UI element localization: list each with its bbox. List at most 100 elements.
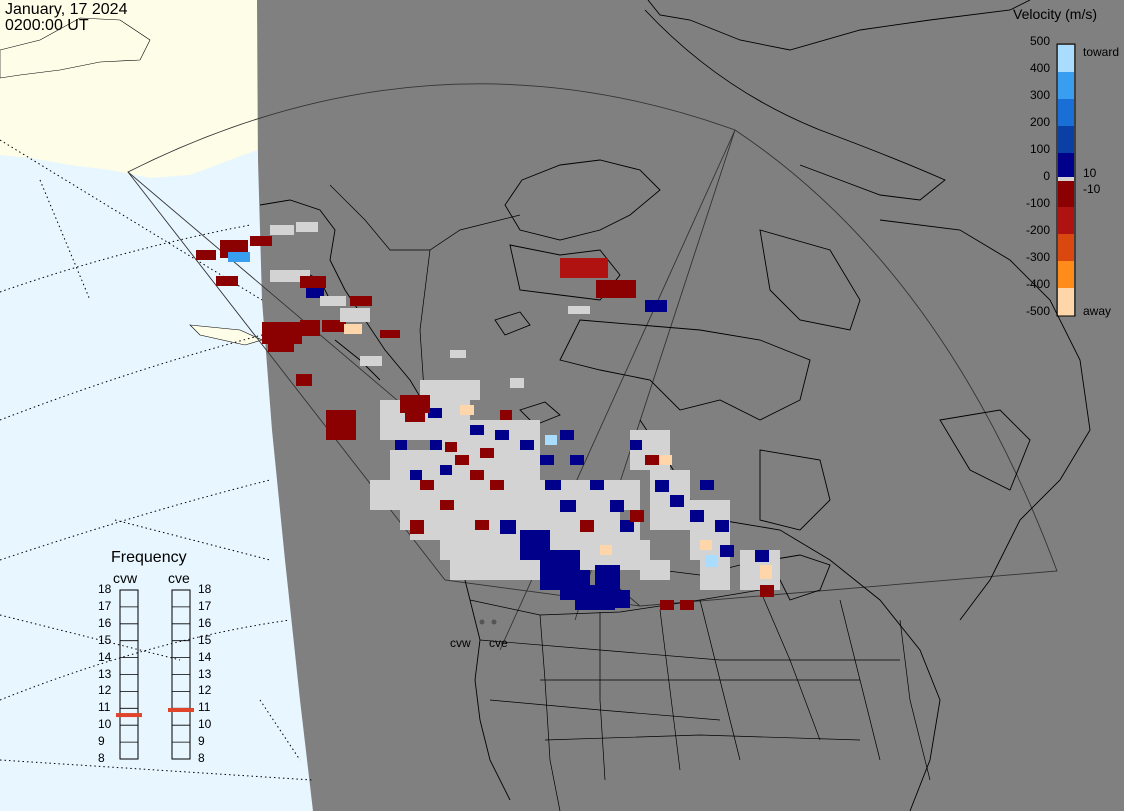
frequency-scale-label: 9 (98, 734, 105, 749)
ground-scatter-cell (360, 356, 382, 366)
velocity-colorbar (1056, 43, 1076, 317)
ground-scatter-cell (270, 225, 294, 235)
velocity-cell (560, 500, 576, 512)
velocity-cell (322, 320, 346, 332)
velocity-cell (196, 250, 216, 260)
colorbar-plus10-label: 10 (1083, 166, 1097, 180)
radar-site-marker (479, 619, 485, 625)
velocity-cell (250, 236, 272, 246)
colorbar-tick-label: 100 (1029, 142, 1050, 156)
colorbar-tick-label: 0 (1043, 169, 1050, 183)
velocity-cell (545, 435, 557, 445)
colorbar-segment (1058, 234, 1074, 262)
colorbar-tick-label: -400 (1025, 277, 1050, 291)
velocity-cell (540, 455, 554, 465)
velocity-cell (670, 495, 684, 507)
velocity-cell (570, 455, 584, 465)
land-region (257, 0, 1124, 811)
velocity-cell (620, 520, 634, 532)
velocity-legend-title: Velocity (m/s) (1013, 6, 1098, 22)
velocity-cell (580, 520, 594, 532)
velocity-cell (475, 520, 489, 530)
velocity-cell (660, 455, 672, 465)
ground-scatter-cell (450, 560, 480, 580)
velocity-cell (560, 430, 574, 440)
ground-scatter-cell (568, 306, 590, 314)
frequency-scale-label: 18 (198, 582, 212, 596)
velocity-cell (300, 276, 326, 288)
velocity-cell (700, 480, 714, 490)
colorbar-away-label: away (1083, 304, 1112, 318)
radar-sites (479, 619, 497, 625)
frequency-scale-label: 15 (198, 632, 212, 647)
velocity-cell (268, 340, 294, 352)
map-radar-label: cvw (450, 636, 471, 650)
velocity-cell (296, 374, 312, 386)
frequency-scale-label: 16 (198, 615, 212, 630)
velocity-cell (660, 600, 674, 610)
lat-lon-grid (0, 139, 313, 781)
velocity-cell (400, 395, 430, 413)
velocity-cell (420, 480, 434, 490)
colorbar-segment (1058, 153, 1074, 181)
colorbar-minus10-label: -10 (1083, 182, 1101, 196)
velocity-cell (495, 430, 509, 440)
velocity-cell (705, 555, 717, 567)
velocity-cell (440, 500, 454, 510)
velocity-cell (470, 425, 484, 435)
ground-scatter-cell (640, 560, 670, 580)
velocity-cell (690, 510, 704, 522)
ground-scatter-cell (296, 222, 318, 232)
velocity-cell (470, 470, 484, 480)
velocity-cell (428, 408, 442, 418)
frequency-marker-cve (168, 707, 194, 712)
velocity-cell (645, 455, 659, 465)
velocity-cell (545, 480, 561, 490)
coastlines (259, 0, 1091, 811)
frequency-scale-label: 14 (98, 649, 112, 664)
colorbar-tick-label: 200 (1029, 115, 1050, 129)
frequency-scale-label: 17 (98, 598, 112, 613)
velocity-cell (228, 252, 250, 262)
velocity-cell (395, 440, 407, 450)
ground-scatter-cell (510, 378, 524, 388)
colorbar-segment (1058, 126, 1074, 154)
velocity-cell (405, 410, 425, 422)
ground-scatter-cell (340, 308, 370, 322)
frequency-scale-label: 15 (98, 632, 112, 647)
frequency-scale-label: 12 (98, 683, 112, 698)
velocity-cell (700, 540, 712, 550)
date-label: January, 17 2024 (5, 1, 128, 18)
velocity-cell (630, 510, 644, 522)
velocity-cell (760, 565, 772, 579)
velocity-cell (490, 480, 504, 490)
colorbar-zero-band (1058, 177, 1074, 181)
velocity-cell (326, 410, 356, 440)
colorbar-segment (1058, 180, 1074, 208)
velocity-cell (430, 440, 442, 450)
frequency-radar-label: cve (168, 570, 190, 586)
colorbar-tick-label: 300 (1029, 88, 1050, 102)
velocity-cell (440, 465, 452, 475)
velocity-cell (655, 480, 669, 492)
colorbar-tick-label: -300 (1025, 250, 1050, 264)
frequency-marker-cvw (116, 713, 142, 718)
velocity-cell (590, 480, 604, 490)
frequency-scale-label: 9 (198, 734, 205, 749)
ground-scatter-cell (370, 480, 410, 510)
ground-scatter-cell (450, 350, 466, 358)
frequency-scale-label: 11 (198, 700, 211, 715)
ground-scatter-cell (320, 296, 346, 306)
velocity-cell (645, 300, 667, 312)
velocity-cell (520, 440, 534, 450)
velocity-cell (630, 440, 642, 450)
frequency-scale-label: 18 (98, 582, 112, 596)
colorbar-frame (1056, 43, 1076, 317)
frequency-radar-label: cvw (113, 570, 138, 586)
colorbar-segment (1058, 288, 1074, 316)
velocity-cell (460, 405, 474, 415)
velocity-cells (196, 222, 780, 610)
frequency-scale-label: 17 (198, 598, 212, 613)
